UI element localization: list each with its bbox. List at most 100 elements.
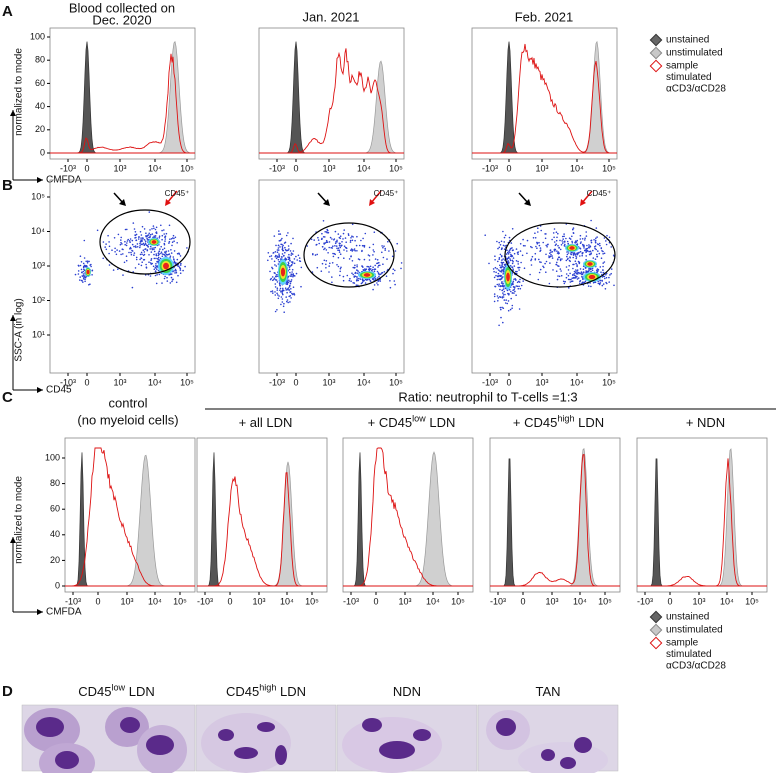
cell-nucleus <box>218 729 234 741</box>
event-dot <box>378 261 380 264</box>
event-dot <box>162 248 164 251</box>
event-dot <box>271 290 274 292</box>
event-dot <box>376 262 378 265</box>
event-dot <box>508 256 510 258</box>
event-dot <box>82 274 85 277</box>
event-dot <box>511 292 514 294</box>
legend-swatch <box>649 33 663 47</box>
event-dot <box>498 283 500 286</box>
event-dot <box>372 254 374 256</box>
event-dot <box>154 228 157 231</box>
event-dot <box>346 250 348 252</box>
event-dot <box>123 261 126 264</box>
event-dot <box>580 271 583 273</box>
event-dot <box>500 316 502 319</box>
event-dot <box>155 264 157 267</box>
y-axis-label: SSC-A (in log) <box>14 298 25 361</box>
event-dot <box>350 237 352 239</box>
event-dot <box>283 311 286 314</box>
cell-cytoplasm <box>201 713 291 773</box>
plot-frame <box>64 437 196 593</box>
event-dot <box>337 233 340 235</box>
event-dot <box>154 235 157 237</box>
event-dot <box>357 279 360 282</box>
event-dot <box>530 258 533 261</box>
event-dot <box>156 260 158 263</box>
event-dot <box>131 249 133 252</box>
event-dot <box>279 239 282 242</box>
event-dot <box>159 257 162 260</box>
event-dot <box>553 241 556 243</box>
event-dot <box>603 261 606 263</box>
event-dot <box>574 242 577 244</box>
event-dot <box>160 224 162 227</box>
event-dot <box>594 239 597 242</box>
x-tick-label: 10⁵ <box>180 377 194 387</box>
event-dot <box>157 256 160 259</box>
x-tick-label: 0 <box>506 163 511 173</box>
event-dot <box>163 229 165 231</box>
event-dot <box>572 254 575 256</box>
event-dot <box>334 230 337 233</box>
event-dot <box>171 280 173 283</box>
event-dot <box>282 293 284 296</box>
event-dot <box>85 260 87 263</box>
event-dot <box>276 249 279 251</box>
event-dot <box>165 250 167 253</box>
event-dot <box>574 253 577 255</box>
event-dot <box>581 281 584 284</box>
event-dot <box>588 253 591 256</box>
event-dot <box>497 297 500 299</box>
event-dot <box>273 278 275 281</box>
event-dot <box>131 286 134 289</box>
event-dot <box>141 253 143 256</box>
event-dot <box>558 247 560 249</box>
event-dot <box>342 279 345 282</box>
event-dot <box>160 252 162 255</box>
histogram-stimulated <box>50 53 195 154</box>
event-dot <box>276 292 278 295</box>
event-dot <box>139 231 142 233</box>
event-dot <box>587 285 590 287</box>
condition-title: + NDN <box>686 415 725 430</box>
event-dot <box>288 286 291 288</box>
event-dot <box>143 258 146 261</box>
event-dot <box>584 267 587 269</box>
event-dot <box>173 261 176 264</box>
event-dot <box>354 272 357 275</box>
event-dot <box>175 281 178 284</box>
event-dot <box>503 286 505 288</box>
event-dot <box>280 291 282 293</box>
event-dot <box>349 277 351 280</box>
event-dot <box>499 264 501 267</box>
event-dot <box>277 247 280 249</box>
event-dot <box>508 288 511 291</box>
event-dot <box>373 279 375 281</box>
event-dot <box>289 265 292 267</box>
event-dot <box>344 237 347 239</box>
event-dot <box>292 286 295 289</box>
x-tick-label: 10⁵ <box>389 163 403 173</box>
event-dot <box>141 261 143 264</box>
event-dot <box>515 260 518 262</box>
event-dot <box>372 288 374 291</box>
event-dot <box>584 239 586 241</box>
event-dot <box>591 267 594 270</box>
event-dot <box>284 241 287 244</box>
event-dot <box>279 287 282 290</box>
event-dot <box>388 250 390 252</box>
event-dot <box>555 239 558 242</box>
event-dot <box>534 232 536 234</box>
histogram-stimulated <box>259 48 404 154</box>
legend-label: unstained <box>666 35 709 46</box>
histogram-unstained <box>197 452 327 587</box>
event-dot <box>606 282 608 285</box>
event-dot <box>504 302 507 304</box>
cell-nucleus <box>362 718 382 732</box>
event-dot <box>549 249 552 251</box>
event-dot <box>507 262 510 265</box>
event-dot <box>535 245 537 248</box>
event-dot <box>361 249 363 252</box>
event-dot <box>331 247 334 249</box>
legend-label: sample <box>666 638 699 649</box>
